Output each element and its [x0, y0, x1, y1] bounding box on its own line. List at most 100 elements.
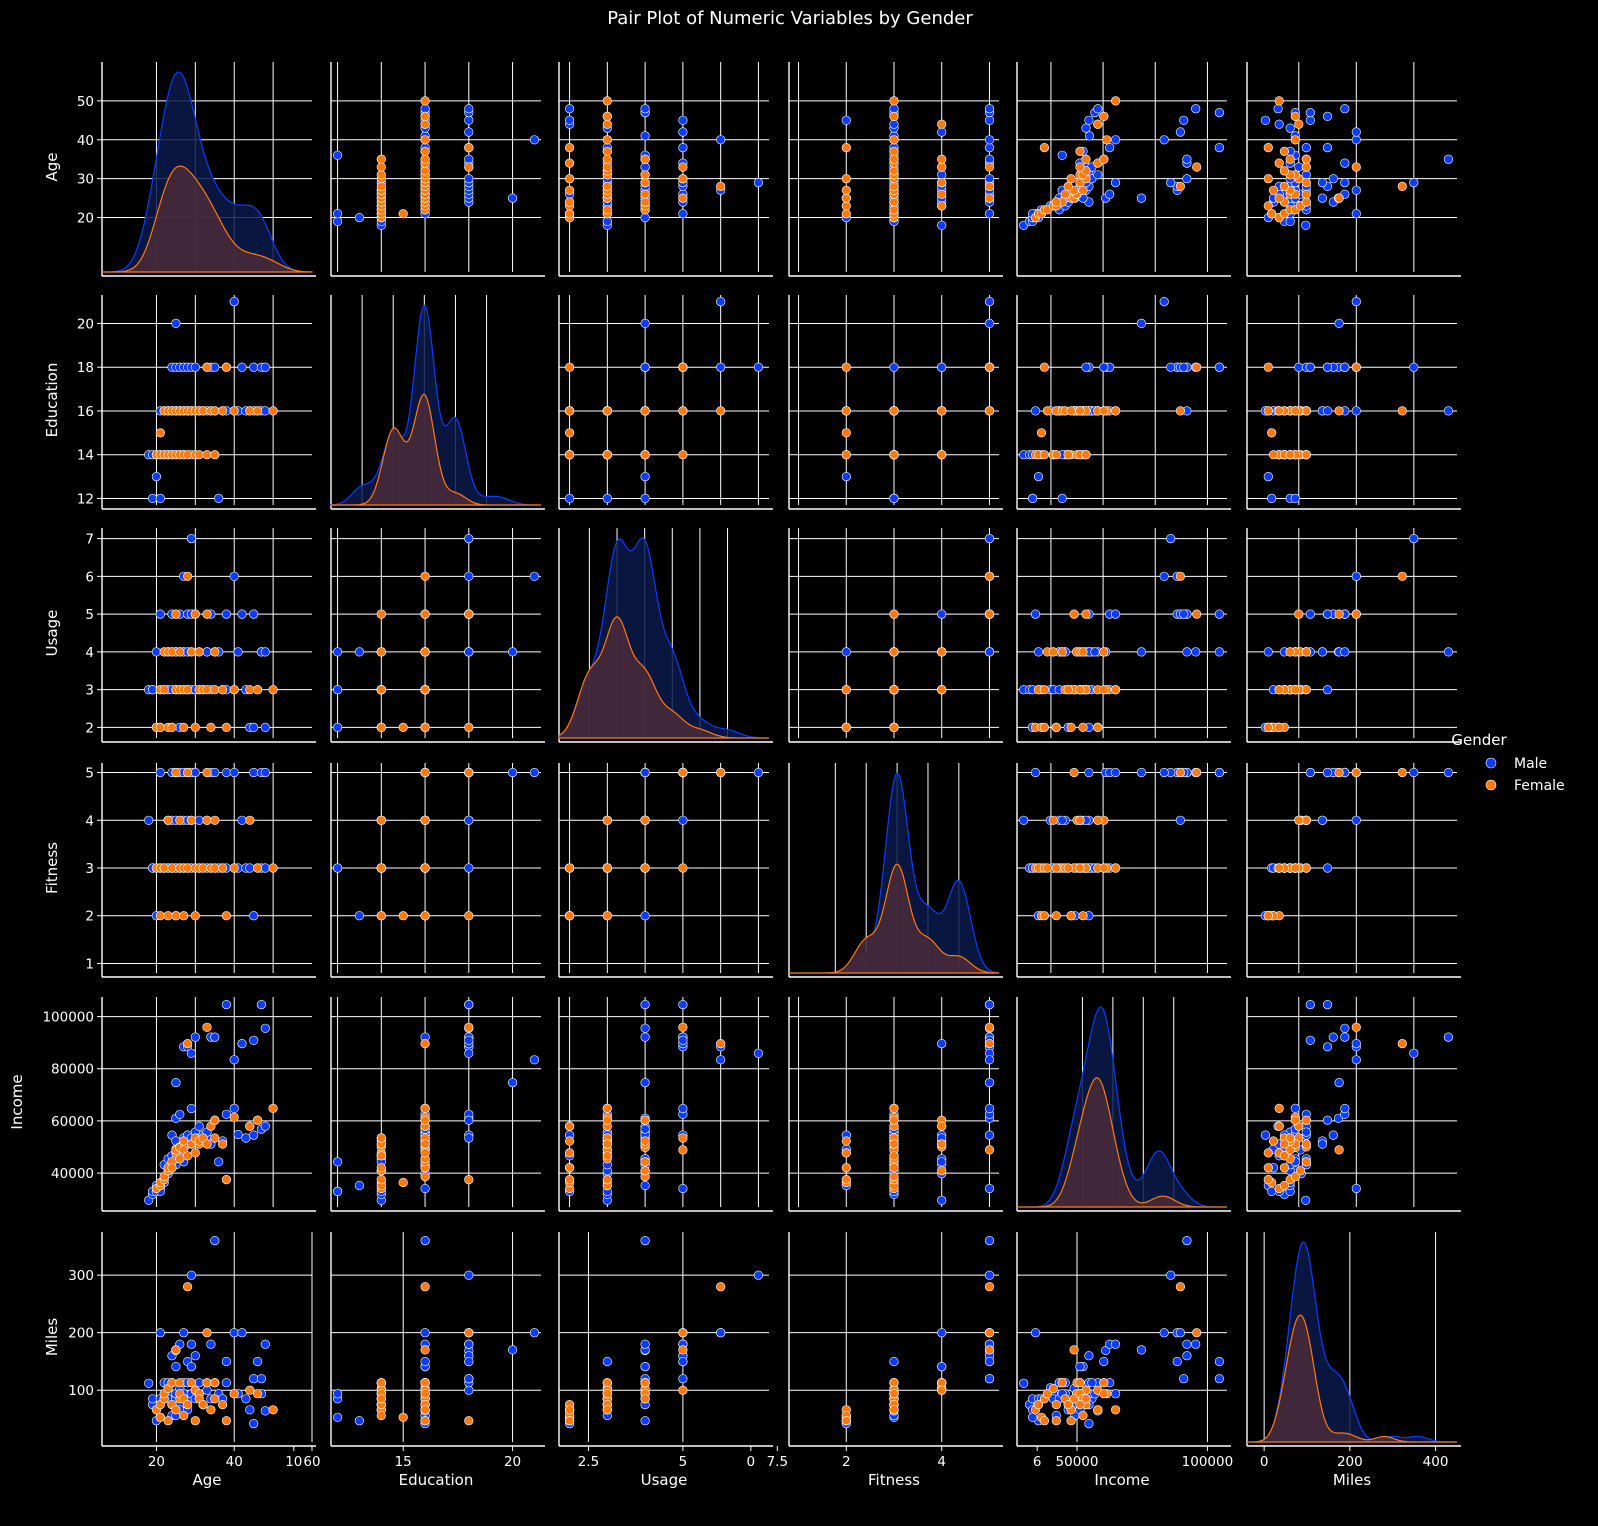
point-female — [889, 197, 899, 207]
point-male — [1340, 362, 1350, 372]
point-female — [937, 450, 947, 460]
point-male — [1214, 107, 1224, 118]
point-female — [202, 767, 212, 778]
point-female — [678, 450, 688, 460]
point-male — [464, 174, 474, 184]
panel-income-vs-age: 40000 60000 80000 100000 Income — [8, 997, 316, 1212]
point-male — [206, 1339, 216, 1349]
point-female — [841, 1174, 851, 1185]
point-female — [889, 1171, 899, 1182]
point-male — [190, 1032, 200, 1042]
point-female — [253, 685, 263, 695]
point-female — [1075, 146, 1085, 156]
panel-income-vs-usage — [558, 997, 773, 1212]
x-tick-label: 200 — [1337, 1454, 1363, 1470]
y-tick-label: 20 — [77, 211, 94, 227]
point-female — [1051, 863, 1061, 873]
point-female — [1051, 450, 1061, 460]
point-female — [376, 154, 386, 164]
point-male — [678, 1183, 688, 1194]
point-female — [376, 1133, 386, 1143]
point-male — [984, 115, 995, 125]
point-male — [984, 1130, 995, 1140]
chart-title: Pair Plot of Numeric Variables by Gender — [607, 8, 973, 29]
point-female — [464, 1174, 474, 1185]
point-female — [1285, 647, 1295, 657]
point-female — [1110, 1405, 1121, 1415]
panel-miles-vs-age: 100 200 300 Miles 20 40 60 Age — [43, 1232, 321, 1489]
point-female — [398, 911, 408, 921]
point-male — [640, 1339, 650, 1349]
point-female — [464, 143, 474, 153]
point-male — [984, 1183, 995, 1194]
point-female — [1075, 685, 1085, 695]
point-male — [640, 318, 650, 329]
point-male — [148, 685, 158, 695]
point-male — [249, 1130, 259, 1140]
point-male — [1301, 143, 1311, 153]
point-female — [1294, 815, 1304, 825]
point-male — [237, 362, 247, 372]
point-male — [190, 1351, 200, 1361]
point-female — [210, 685, 220, 695]
point-female — [1279, 166, 1289, 176]
point-female — [183, 1038, 193, 1049]
legend-marker-female — [1485, 779, 1497, 791]
point-female — [640, 863, 650, 873]
point-male — [1136, 647, 1146, 657]
point-female — [602, 1405, 612, 1415]
legend-marker-male — [1485, 757, 1497, 769]
point-male — [507, 647, 518, 657]
point-female — [640, 1394, 650, 1404]
point-female — [889, 135, 899, 145]
point-male — [1443, 767, 1453, 778]
point-male — [249, 1418, 259, 1429]
point-female — [171, 767, 181, 778]
y-tick-label: 50 — [77, 94, 94, 110]
y-tick-label: 4 — [85, 813, 94, 829]
point-female — [564, 158, 575, 168]
point-female — [464, 767, 474, 778]
point-female — [1351, 767, 1361, 778]
point-male — [1175, 815, 1185, 825]
point-male — [1409, 767, 1419, 778]
point-male — [1409, 178, 1419, 188]
point-female — [1267, 428, 1277, 438]
panel-usage-vs-usage — [558, 528, 773, 743]
point-male — [1340, 104, 1350, 114]
point-male — [1351, 1038, 1361, 1049]
point-female — [984, 406, 995, 416]
point-female — [218, 863, 228, 873]
point-female — [206, 1405, 216, 1415]
point-female — [1192, 1328, 1202, 1338]
point-male — [148, 1394, 158, 1404]
y-tick-label: 1 — [85, 956, 94, 972]
point-male — [420, 1183, 430, 1194]
point-male — [260, 722, 270, 733]
point-female — [1290, 863, 1300, 873]
point-female — [1274, 1103, 1284, 1113]
y-tick-label: 60000 — [51, 1114, 94, 1130]
point-female — [1048, 647, 1058, 657]
x-axis-label-usage: Usage — [641, 1471, 688, 1489]
point-female — [1263, 201, 1273, 211]
point-male — [253, 1356, 263, 1367]
point-female — [937, 162, 947, 172]
x-tick-label: 6 — [1033, 1454, 1042, 1470]
point-female — [1099, 1378, 1109, 1388]
point-male — [1317, 815, 1327, 825]
point-female — [841, 428, 851, 438]
point-female — [183, 767, 193, 778]
point-female — [1099, 647, 1109, 657]
point-male — [889, 1356, 899, 1367]
point-male — [1351, 135, 1361, 145]
point-female — [183, 1399, 193, 1410]
point-female — [1039, 450, 1049, 460]
point-female — [268, 406, 278, 416]
point-male — [753, 767, 764, 778]
point-female — [376, 722, 386, 733]
point-male — [333, 209, 343, 219]
point-female — [420, 647, 430, 657]
point-male — [229, 767, 239, 778]
y-tick-label: 16 — [77, 404, 94, 420]
